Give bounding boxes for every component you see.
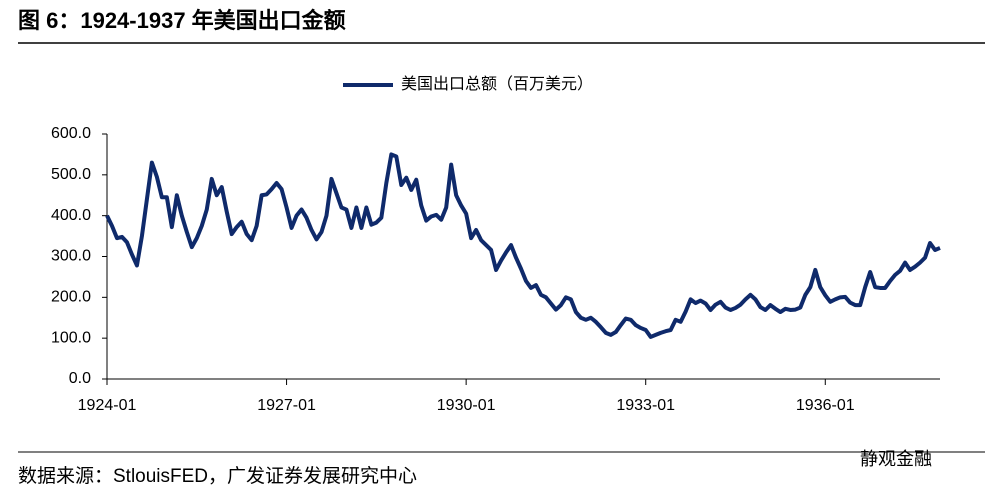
y-tick-label: 0.0 [69,370,91,387]
watermark: 静观金融 [860,449,932,469]
x-tick-label: 1930-01 [437,397,496,414]
x-tick-label: 1936-01 [796,397,855,414]
y-tick-label: 200.0 [51,289,91,306]
source: 数据来源：StlouisFED，广发证券发展研究中心 [18,465,417,487]
x-tick-label: 1924-01 [78,397,137,414]
chart-title: 图 6：1924-1937 年美国出口金额 [18,8,346,33]
x-tick-label: 1927-01 [257,397,316,414]
legend-label: 美国出口总额（百万美元） [401,75,593,93]
y-tick-label: 500.0 [51,166,91,183]
series-line [105,152,941,339]
y-tick-label: 300.0 [51,248,91,265]
y-tick-label: 600.0 [51,125,91,142]
y-tick-label: 400.0 [51,207,91,224]
y-tick-label: 100.0 [51,329,91,346]
x-tick-label: 1933-01 [616,397,675,414]
